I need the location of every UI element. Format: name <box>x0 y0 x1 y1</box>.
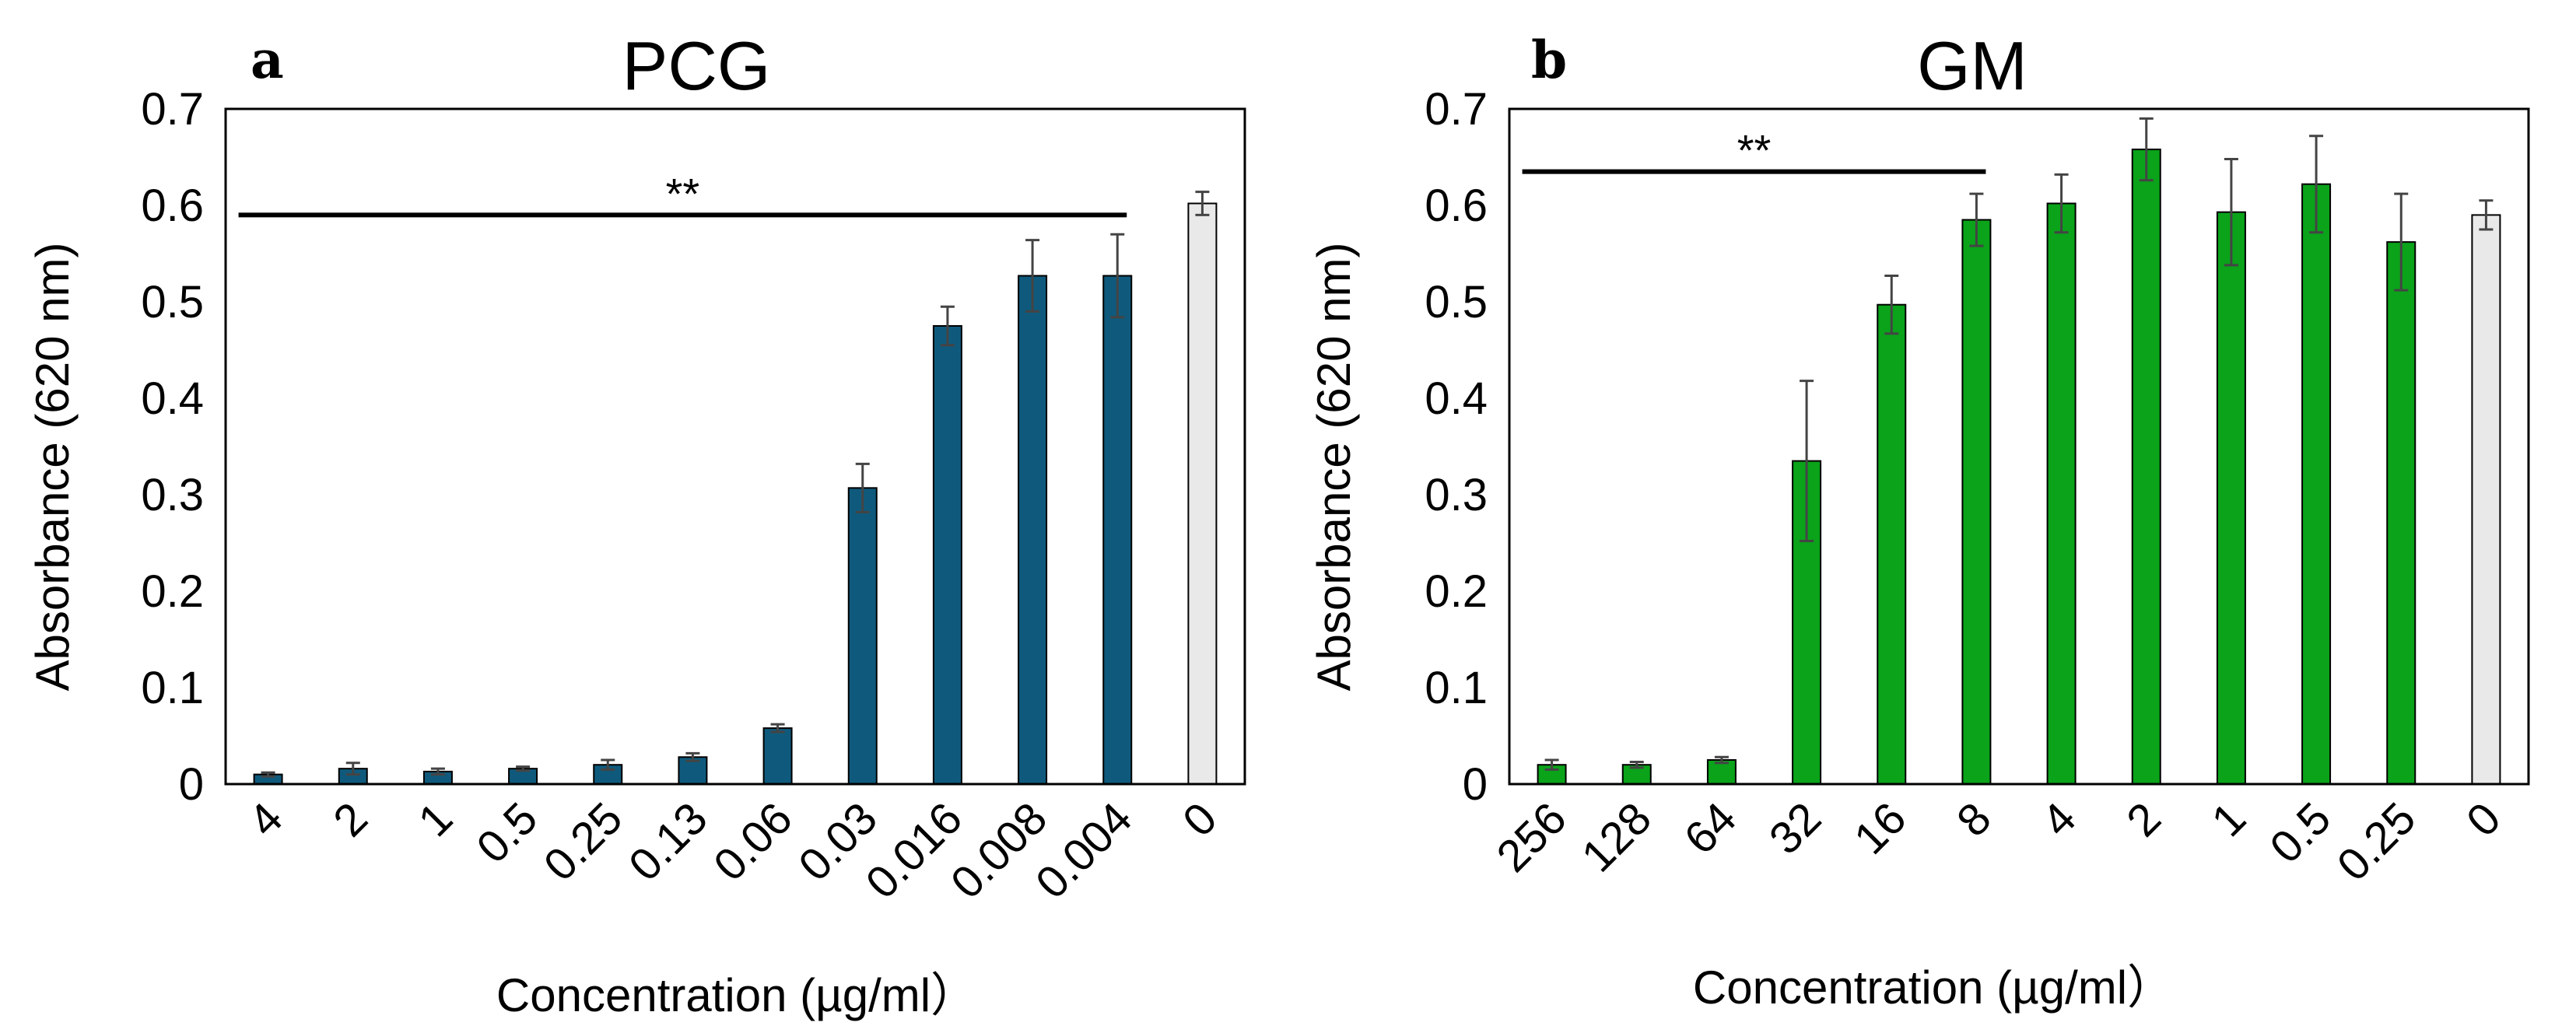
y-tick-label: 0.3 <box>1425 470 1488 520</box>
x-tick-label: 4 <box>2032 793 2086 846</box>
significance-label-b: ** <box>1737 126 1772 175</box>
bar <box>2216 211 2246 785</box>
bar <box>1961 219 1992 786</box>
error-bar <box>2139 117 2154 182</box>
bar <box>762 727 793 786</box>
x-tick-label: 0.25 <box>534 793 633 891</box>
chart-panel-a: a PCG Absorbance (620 nm) Concentration … <box>26 27 1246 1021</box>
y-tick-label: 0.1 <box>141 663 204 713</box>
x-tick-label: 0.13 <box>619 793 717 891</box>
error-bar <box>516 765 531 772</box>
x-axis-label-a: Concentration (µg/ml） <box>496 969 977 1021</box>
panel-letter-b: b <box>1531 30 1567 90</box>
y-tick-label: 0.5 <box>1425 277 1488 327</box>
x-tick-label: 32 <box>1760 793 1831 864</box>
x-tick-label: 4 <box>239 793 293 846</box>
y-axis-label-b: Absorbance (620 nm) <box>1308 243 1360 692</box>
error-bar <box>2394 192 2409 292</box>
error-bar <box>2309 135 2324 234</box>
x-tick-label: 8 <box>1947 793 2001 846</box>
significance-label-a: ** <box>666 169 700 218</box>
error-bar <box>601 758 615 771</box>
x-tick-label: 1 <box>2202 793 2255 846</box>
bar <box>2046 202 2077 785</box>
x-tick-label: 0.5 <box>2260 793 2340 873</box>
error-bar <box>1544 758 1559 771</box>
bars-a <box>253 191 1218 786</box>
x-tick-label: 128 <box>1572 793 1661 881</box>
x-tick-label: 0 <box>2457 793 2511 846</box>
x-tick-label: 256 <box>1487 793 1575 881</box>
x-tick-label: 0.004 <box>1026 793 1142 909</box>
chart-panel-b: b GM Absorbance (620 nm) Concentration (… <box>1308 27 2530 1014</box>
x-tick-label: 64 <box>1675 793 1747 864</box>
error-bar <box>1025 239 1040 313</box>
bar <box>2471 214 2501 785</box>
error-bar <box>770 723 785 734</box>
chart-title-b: GM <box>1917 27 2028 104</box>
y-tick-label: 0.4 <box>1425 373 1488 424</box>
error-bar <box>855 462 870 513</box>
error-bar <box>2054 173 2069 234</box>
x-tick-label: 0.25 <box>2328 793 2426 891</box>
error-bar <box>345 762 360 776</box>
y-tick-label: 0.5 <box>141 277 204 327</box>
x-axis-label-b: Concentration (µg/ml） <box>1693 961 2174 1014</box>
panel-letter-a: a <box>251 30 284 90</box>
error-bar <box>940 305 955 347</box>
error-bar <box>1195 191 1210 216</box>
y-tick-label: 0.7 <box>1425 84 1488 135</box>
bar <box>2301 183 2332 786</box>
x-tick-label: 0.06 <box>704 793 802 891</box>
bar <box>1018 275 1048 785</box>
x-tick-label: 0.016 <box>857 793 973 909</box>
y-tick-label: 0 <box>179 759 204 810</box>
y-tick-label: 0 <box>1463 759 1488 810</box>
error-bar <box>1800 380 1814 543</box>
error-bar <box>430 767 445 776</box>
y-tick-label: 0.2 <box>141 566 204 617</box>
error-bar <box>1629 760 1644 769</box>
y-tick-label: 0.3 <box>141 470 204 520</box>
error-bar <box>261 771 275 778</box>
bar <box>1102 275 1133 785</box>
y-tick-label: 0.6 <box>141 180 204 231</box>
bar <box>2386 241 2417 785</box>
y-tick-labels-a: 0 0.1 0.2 0.3 0.4 0.5 0.6 0.7 <box>141 84 204 810</box>
y-tick-label: 0.7 <box>141 84 204 135</box>
plot-frame-a <box>224 107 1246 786</box>
x-tick-label: 2 <box>324 793 377 846</box>
y-tick-label: 0.2 <box>1425 566 1488 617</box>
x-tick-label: 2 <box>2117 793 2171 846</box>
error-bar <box>2224 157 2238 267</box>
x-tick-label: 0.5 <box>467 793 547 873</box>
bar <box>932 325 962 785</box>
y-tick-label: 0.4 <box>141 373 204 424</box>
bar <box>1187 202 1218 785</box>
error-bar <box>1969 192 1984 247</box>
error-bar <box>1714 755 1729 765</box>
bars-b <box>1537 117 2501 786</box>
bar <box>1877 303 1907 786</box>
y-tick-label: 0.6 <box>1425 180 1488 231</box>
x-tick-label: 0 <box>1173 793 1227 846</box>
bar <box>847 487 878 785</box>
y-tick-label: 0.1 <box>1425 663 1488 713</box>
error-bar <box>1884 275 1899 335</box>
x-tick-label: 1 <box>408 793 462 846</box>
chart-title-a: PCG <box>622 27 771 104</box>
y-axis-label-a: Absorbance (620 nm) <box>26 243 79 692</box>
error-bar <box>685 751 700 762</box>
error-bar <box>1110 233 1125 319</box>
plot-frame-b <box>1508 107 2530 786</box>
x-tick-label: 0.008 <box>941 793 1057 909</box>
error-bar <box>2479 199 2494 231</box>
y-tick-labels-b: 0 0.1 0.2 0.3 0.4 0.5 0.6 0.7 <box>1425 84 1488 810</box>
bar <box>2131 149 2161 785</box>
x-tick-label: 16 <box>1845 793 1916 864</box>
